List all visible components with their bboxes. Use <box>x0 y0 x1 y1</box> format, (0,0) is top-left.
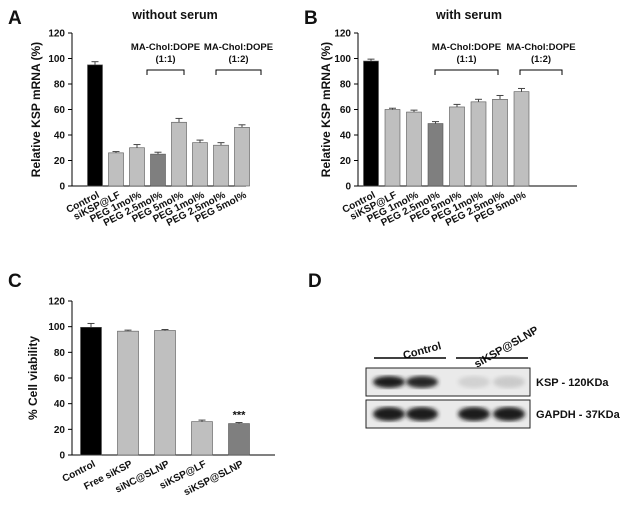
blot-band <box>406 376 438 388</box>
blot-band <box>493 376 525 388</box>
group-bracket <box>215 69 262 75</box>
panel-label: B <box>304 8 318 29</box>
y-axis-label: % Cell viability <box>26 336 40 420</box>
group-label: MA-Chol:DOPE <box>506 42 575 53</box>
bar <box>129 147 145 187</box>
bar <box>363 60 379 187</box>
group-sublabel: (1:2) <box>228 54 248 65</box>
y-tick-label: 80 <box>54 348 66 359</box>
y-tick-label: 40 <box>54 131 66 142</box>
bar <box>108 152 124 187</box>
bar <box>154 330 176 456</box>
bar <box>228 423 250 456</box>
group-sublabel: (1:1) <box>456 54 476 65</box>
group-bracket <box>434 69 499 75</box>
group-bracket <box>519 69 563 75</box>
bar <box>513 91 530 187</box>
bar <box>234 127 250 187</box>
bar <box>80 327 102 456</box>
y-tick-label: 40 <box>54 399 66 410</box>
y-tick-label: 60 <box>340 105 352 116</box>
y-tick-label: 0 <box>59 451 65 462</box>
blot-band <box>458 407 490 421</box>
y-tick-label: 0 <box>59 182 65 193</box>
y-tick-label: 80 <box>54 80 66 91</box>
panel-label: D <box>308 271 322 292</box>
bar <box>427 123 444 187</box>
y-axis-label: Relative KSP mRNA (%) <box>29 42 43 177</box>
bar <box>117 330 139 456</box>
y-tick-label: 120 <box>334 29 351 40</box>
y-tick-label: 20 <box>340 156 352 167</box>
bar <box>384 109 401 187</box>
bar <box>470 101 487 187</box>
group-label: MA-Chol:DOPE <box>432 42 501 53</box>
panel-label: C <box>8 271 22 292</box>
bar <box>171 121 187 187</box>
chart-title: without serum <box>131 8 217 22</box>
y-tick-label: 0 <box>345 182 351 193</box>
group-sublabel: (1:2) <box>531 54 551 65</box>
y-tick-label: 20 <box>54 156 66 167</box>
significance-annotation: *** <box>233 410 247 422</box>
panel-label: A <box>8 8 22 29</box>
bar <box>492 99 508 187</box>
y-tick-label: 60 <box>54 105 66 116</box>
y-tick-label: 20 <box>54 425 66 436</box>
y-tick-label: 60 <box>54 374 66 385</box>
y-tick-label: 120 <box>48 29 65 40</box>
chart-title: with serum <box>435 8 502 22</box>
group-bracket <box>146 69 185 75</box>
bar <box>449 106 465 187</box>
y-tick-label: 120 <box>48 297 65 308</box>
group-label: MA-Chol:DOPE <box>131 42 200 53</box>
blot-band <box>458 376 490 388</box>
y-tick-label: 80 <box>340 80 352 91</box>
blot-band <box>373 407 405 421</box>
y-axis-label: Relative KSP mRNA (%) <box>319 42 333 177</box>
blot-band-label: GAPDH - 37KDa <box>536 409 621 421</box>
bar <box>87 64 103 187</box>
blot-band-label: KSP - 120KDa <box>536 377 609 389</box>
blot-band <box>493 407 525 421</box>
bar <box>192 142 208 187</box>
blot-band <box>406 407 438 421</box>
y-tick-label: 100 <box>48 54 65 65</box>
group-label: MA-Chol:DOPE <box>204 42 273 53</box>
bar <box>213 144 229 187</box>
y-tick-label: 100 <box>334 54 351 65</box>
bar <box>150 153 166 187</box>
y-tick-label: 40 <box>340 131 352 142</box>
y-tick-label: 100 <box>48 322 65 333</box>
bar <box>191 421 213 456</box>
group-sublabel: (1:1) <box>155 54 175 65</box>
bar <box>406 111 422 187</box>
blot-band <box>373 376 405 388</box>
